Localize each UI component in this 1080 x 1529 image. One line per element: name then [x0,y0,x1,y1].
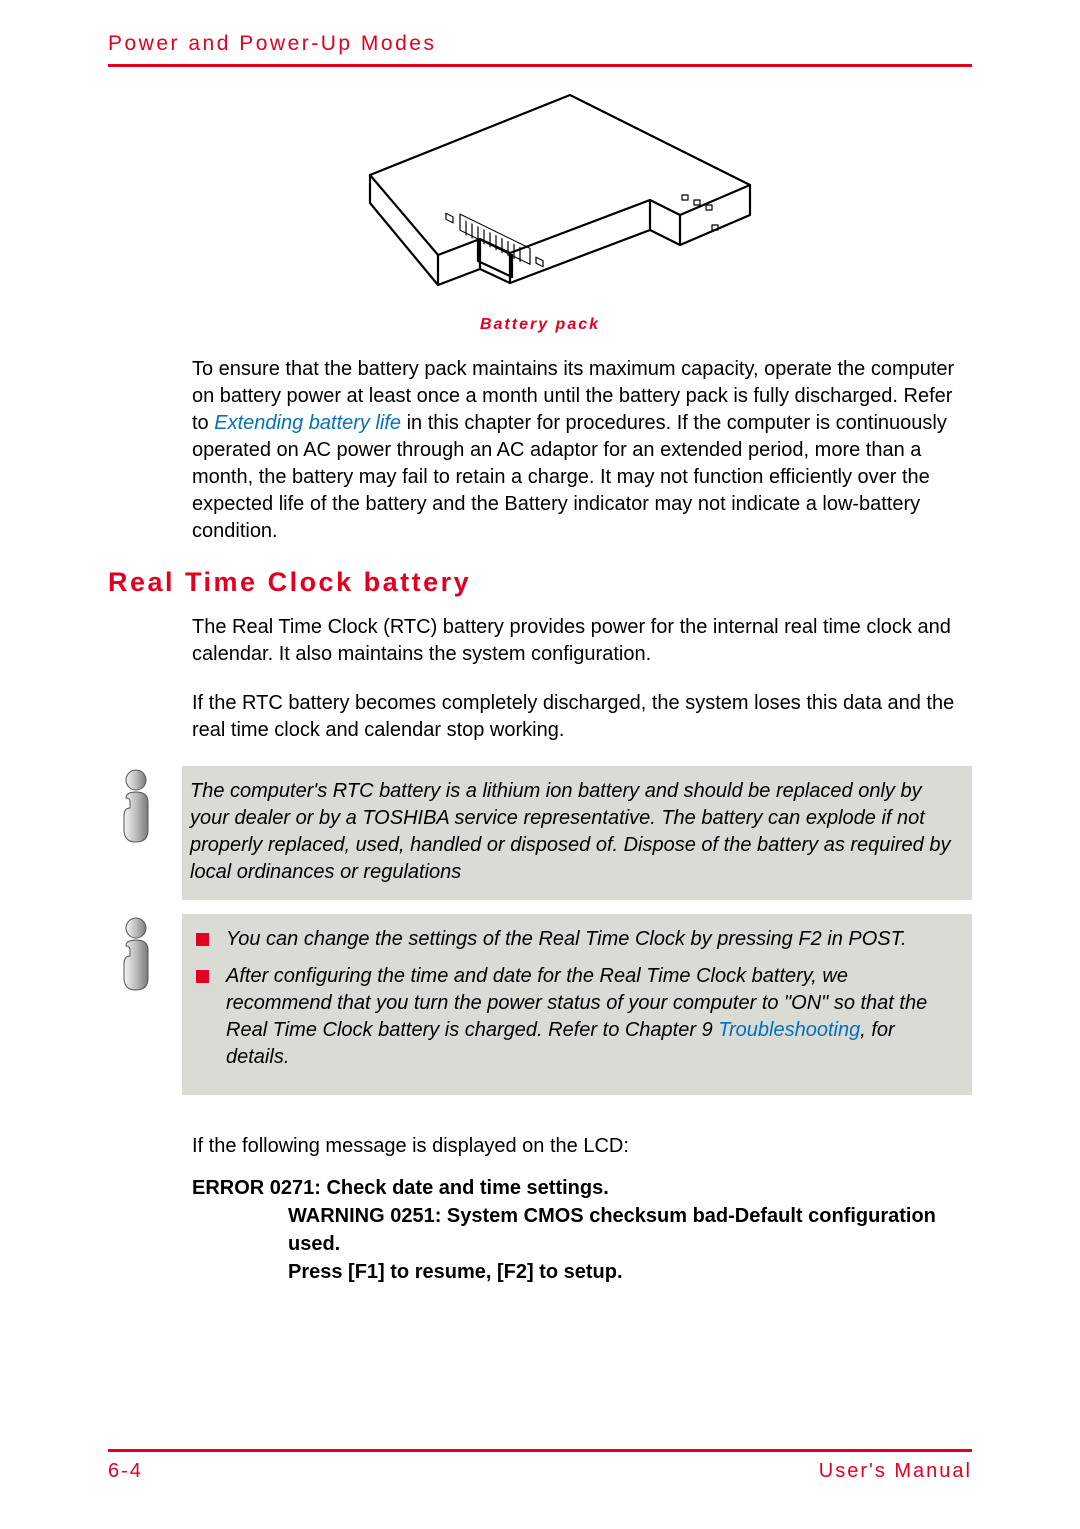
page-header-title: Power and Power-Up Modes [108,32,972,64]
error-line-3: Press [F1] to resume, [F2] to setup. [288,1258,972,1286]
figure-caption: Battery pack [108,316,972,334]
note-warning-row: The computer's RTC battery is a lithium … [108,766,972,900]
note-bullet-1: You can change the settings of the Real … [190,926,954,953]
footer-page-number: 6-4 [108,1460,143,1483]
note-bullet-2: After configuring the time and date for … [190,963,954,1071]
error-line-1: ERROR 0271: Check date and time settings… [192,1174,972,1202]
rtc-heading: Real Time Clock battery [108,567,972,598]
troubleshooting-link[interactable]: Troubleshooting [718,1019,860,1041]
rtc-paragraph-1: The Real Time Clock (RTC) battery provid… [192,614,972,668]
footer-manual-label: User's Manual [819,1460,972,1483]
page-footer: 6-4 User's Manual [108,1449,972,1483]
info-icon [108,914,164,999]
rtc-paragraph-2: If the RTC battery becomes completely di… [192,690,972,744]
note-tips-row: You can change the settings of the Real … [108,914,972,1095]
error-line-2: WARNING 0251: System CMOS checksum bad-D… [288,1202,972,1258]
battery-figure: Battery pack [108,85,972,334]
info-icon [108,766,164,851]
battery-usage-paragraph: To ensure that the battery pack maintain… [192,356,972,545]
battery-pack-illustration [310,85,770,305]
header-rule [108,64,972,67]
extending-battery-life-link[interactable]: Extending battery life [214,412,401,434]
lcd-message-intro: If the following message is displayed on… [192,1133,972,1160]
error-message-block: ERROR 0271: Check date and time settings… [192,1174,972,1286]
note-tips-box: You can change the settings of the Real … [182,914,972,1095]
note-warning-box: The computer's RTC battery is a lithium … [182,766,972,900]
footer-rule [108,1449,972,1452]
